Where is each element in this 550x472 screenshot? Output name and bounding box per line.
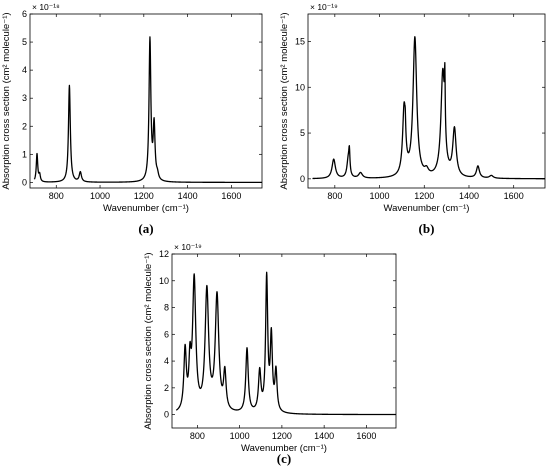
x-tick-label: 1400 [178,191,198,201]
y-tick-label: 12 [159,249,169,259]
y-tick-label: 6 [164,329,169,339]
x-tick-label: 1000 [90,191,110,201]
y-tick-label: 5 [22,37,27,47]
panel-caption: (a) [138,221,153,236]
x-axis-label: Wavenumber (cm⁻¹) [103,203,189,214]
spectrum-line [33,36,263,184]
y-tick-label: 1 [22,149,27,159]
y-tick-label: 5 [300,128,305,138]
x-tick-label: 1400 [459,191,479,201]
y-axis-label: Absorption cross section (cm² molecule⁻¹… [143,252,154,429]
x-tick-label: 1000 [370,191,390,201]
x-tick-label: 1200 [272,431,292,441]
spectrum-line [312,36,546,180]
y-tick-label: 4 [22,65,27,75]
plot-frame [171,253,397,429]
x-tick-label: 1200 [134,191,154,201]
y-axis-label: Absorption cross section (cm² molecule⁻¹… [1,12,12,189]
panel-caption: (c) [277,451,291,466]
y-tick-label: 2 [164,383,169,393]
chart-panel-3: 800 1000 1200 1400 1600 0 2 4 6 8 10 12 × 10⁻¹⁹ Waven… [143,242,397,466]
y-tick-label: 6 [22,9,27,19]
y-tick-label: 2 [22,121,27,131]
x-tick-label: 800 [327,191,342,201]
x-tick-label: 800 [49,191,64,201]
plot-frame [29,13,263,189]
y-tick-label: 10 [295,82,305,92]
y-tick-label: 10 [159,276,169,286]
spectrum-line [175,271,397,416]
x-tick-label: 800 [190,431,205,441]
x-tick-label: 1000 [230,431,250,441]
y-tick-label: 0 [22,177,27,187]
x-tick-label: 1200 [414,191,434,201]
exponent-label: × 10⁻¹⁸ [32,2,60,12]
y-tick-label: 3 [22,93,27,103]
x-tick-label: 1600 [221,191,241,201]
x-tick-label: 1400 [314,431,334,441]
y-tick-label: 15 [295,36,305,46]
x-axis-label: Wavenumber (cm⁻¹) [241,443,327,454]
x-tick-label: 1600 [504,191,524,201]
x-axis-label: Wavenumber (cm⁻¹) [384,203,470,214]
exponent-label: × 10⁻¹⁹ [174,242,202,252]
panel-caption: (b) [419,221,435,236]
x-tick-label: 1600 [356,431,376,441]
y-axis-label: Absorption cross section (cm² molecule⁻¹… [279,12,290,189]
exponent-label: × 10⁻¹⁹ [310,2,338,12]
y-tick-label: 8 [164,303,169,313]
chart-panel-2: 800 1000 1200 1400 1600 0 5 10 15 × 10⁻¹⁹ Wavenumb… [279,2,546,236]
y-tick-label: 4 [164,356,169,366]
y-tick-label: 0 [164,410,169,420]
plot-frame [307,13,546,189]
chart-panel-1: 800 1000 1200 1400 1600 0 1 2 3 4 5 6 × 10⁻¹⁸ Wavenum… [1,2,263,236]
y-tick-label: 0 [300,174,305,184]
